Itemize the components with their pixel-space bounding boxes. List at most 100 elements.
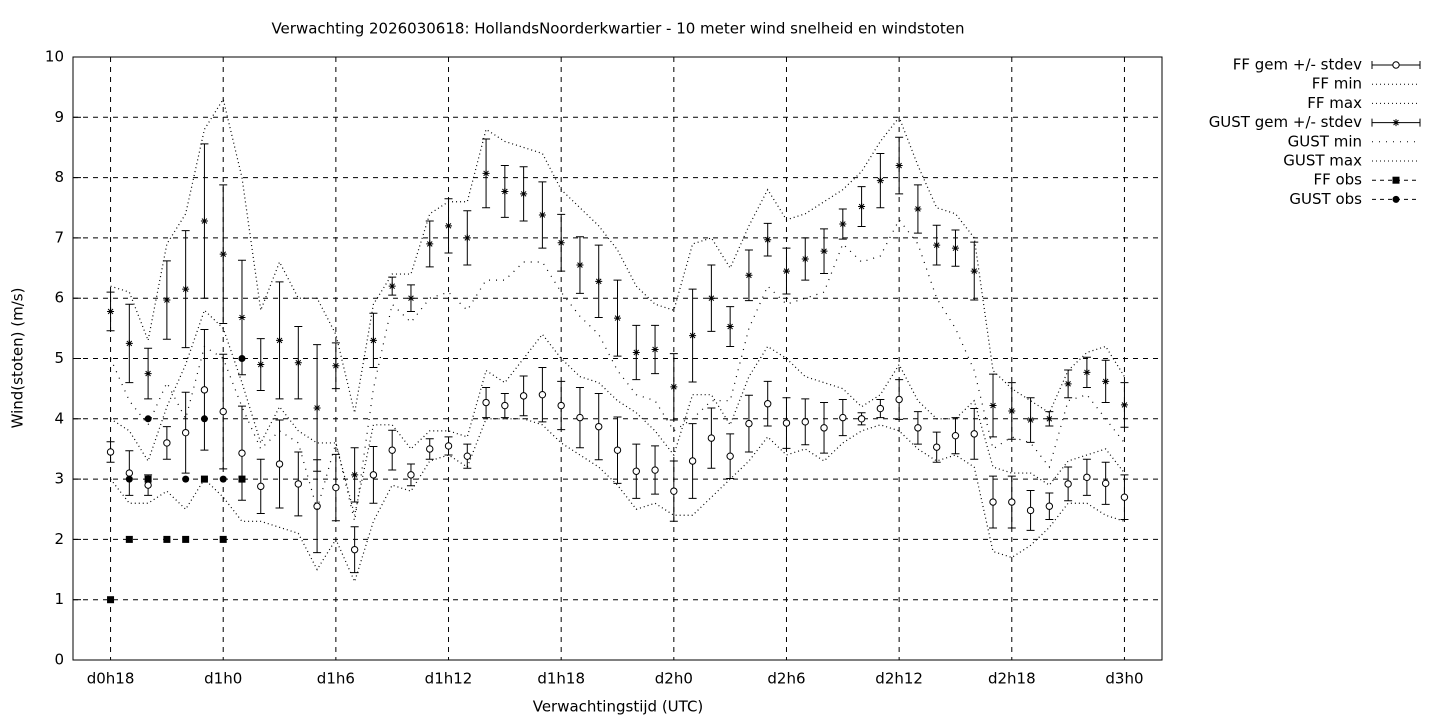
x-tick-label: d2h6 <box>767 670 805 688</box>
marker <box>1101 479 1110 488</box>
marker <box>595 422 603 431</box>
marker <box>144 370 152 378</box>
y-tick-label: 8 <box>54 168 64 186</box>
marker <box>407 294 415 302</box>
marker <box>726 452 734 460</box>
marker <box>858 203 866 211</box>
marker <box>576 261 584 269</box>
marker <box>726 323 734 331</box>
legend-label: GUST max <box>1283 152 1362 170</box>
marker <box>895 162 903 170</box>
marker <box>181 428 190 437</box>
marker <box>388 282 396 290</box>
marker <box>163 535 171 543</box>
marker <box>801 255 809 263</box>
marker <box>876 177 884 185</box>
marker <box>238 475 246 483</box>
marker <box>219 407 227 416</box>
marker <box>519 392 528 400</box>
marker <box>970 430 978 438</box>
marker <box>745 419 753 428</box>
marker <box>182 475 190 483</box>
y-axis-label: Wind(stoten) (m/s) <box>9 288 27 429</box>
legend-marker <box>1392 61 1400 69</box>
marker <box>839 220 847 228</box>
marker <box>782 267 790 275</box>
marker <box>1102 377 1110 385</box>
y-tick-label: 10 <box>45 48 64 66</box>
marker <box>538 211 546 219</box>
marker <box>1064 380 1072 388</box>
marker <box>782 419 791 427</box>
marker <box>200 415 208 423</box>
marker <box>1120 401 1128 409</box>
marker <box>369 336 377 344</box>
range-line <box>110 418 1125 584</box>
marker <box>276 336 284 344</box>
marker <box>482 169 490 177</box>
marker <box>144 415 152 423</box>
marker <box>426 240 434 248</box>
x-tick-label: d3h0 <box>1105 670 1143 688</box>
marker <box>670 487 678 495</box>
marker <box>745 271 753 279</box>
marker <box>595 277 603 285</box>
marker <box>651 466 659 474</box>
legend-label: GUST obs <box>1289 190 1362 208</box>
marker <box>613 446 622 454</box>
marker <box>238 313 246 321</box>
legend-marker <box>1392 119 1400 127</box>
marker <box>1064 480 1072 488</box>
marker <box>106 448 115 456</box>
marker <box>125 475 133 483</box>
marker <box>219 250 227 258</box>
legend-label: GUST min <box>1288 132 1362 150</box>
marker <box>163 439 171 447</box>
x-tick-label: d1h6 <box>317 670 355 688</box>
marker <box>932 443 941 451</box>
marker <box>933 241 941 249</box>
marker <box>839 413 847 422</box>
marker <box>200 475 208 483</box>
marker <box>1027 416 1035 424</box>
marker <box>764 400 772 408</box>
marker <box>332 483 340 492</box>
marker <box>257 361 265 369</box>
marker <box>501 187 509 195</box>
marker <box>1045 502 1054 510</box>
y-tick-label: 4 <box>54 409 64 427</box>
marker <box>182 285 190 293</box>
legend-label: GUST gem +/- stdev <box>1209 113 1362 131</box>
marker <box>989 498 997 506</box>
marker <box>895 395 903 404</box>
x-tick-label: d2h12 <box>875 670 923 688</box>
x-tick-label: d2h0 <box>655 670 693 688</box>
marker <box>764 236 772 244</box>
y-tick-label: 6 <box>54 289 64 307</box>
marker <box>125 469 134 477</box>
marker <box>238 355 246 362</box>
marker <box>313 404 321 412</box>
marker <box>426 445 434 453</box>
marker <box>294 359 302 367</box>
marker <box>219 535 227 543</box>
marker <box>989 402 997 410</box>
y-tick-label: 5 <box>54 349 64 367</box>
marker <box>951 431 960 440</box>
marker <box>557 401 565 410</box>
marker <box>670 383 678 391</box>
chart-title: Verwachting 2026030618: HollandsNoorderk… <box>271 20 964 38</box>
marker <box>463 234 471 242</box>
marker <box>1083 473 1091 481</box>
marker <box>857 415 866 423</box>
marker <box>107 596 115 604</box>
marker <box>482 398 490 407</box>
marker <box>107 307 115 315</box>
marker <box>1026 506 1035 515</box>
x-tick-label: d1h18 <box>537 670 585 688</box>
marker <box>632 348 640 356</box>
marker <box>445 222 453 230</box>
marker <box>163 296 171 304</box>
marker <box>144 481 152 489</box>
